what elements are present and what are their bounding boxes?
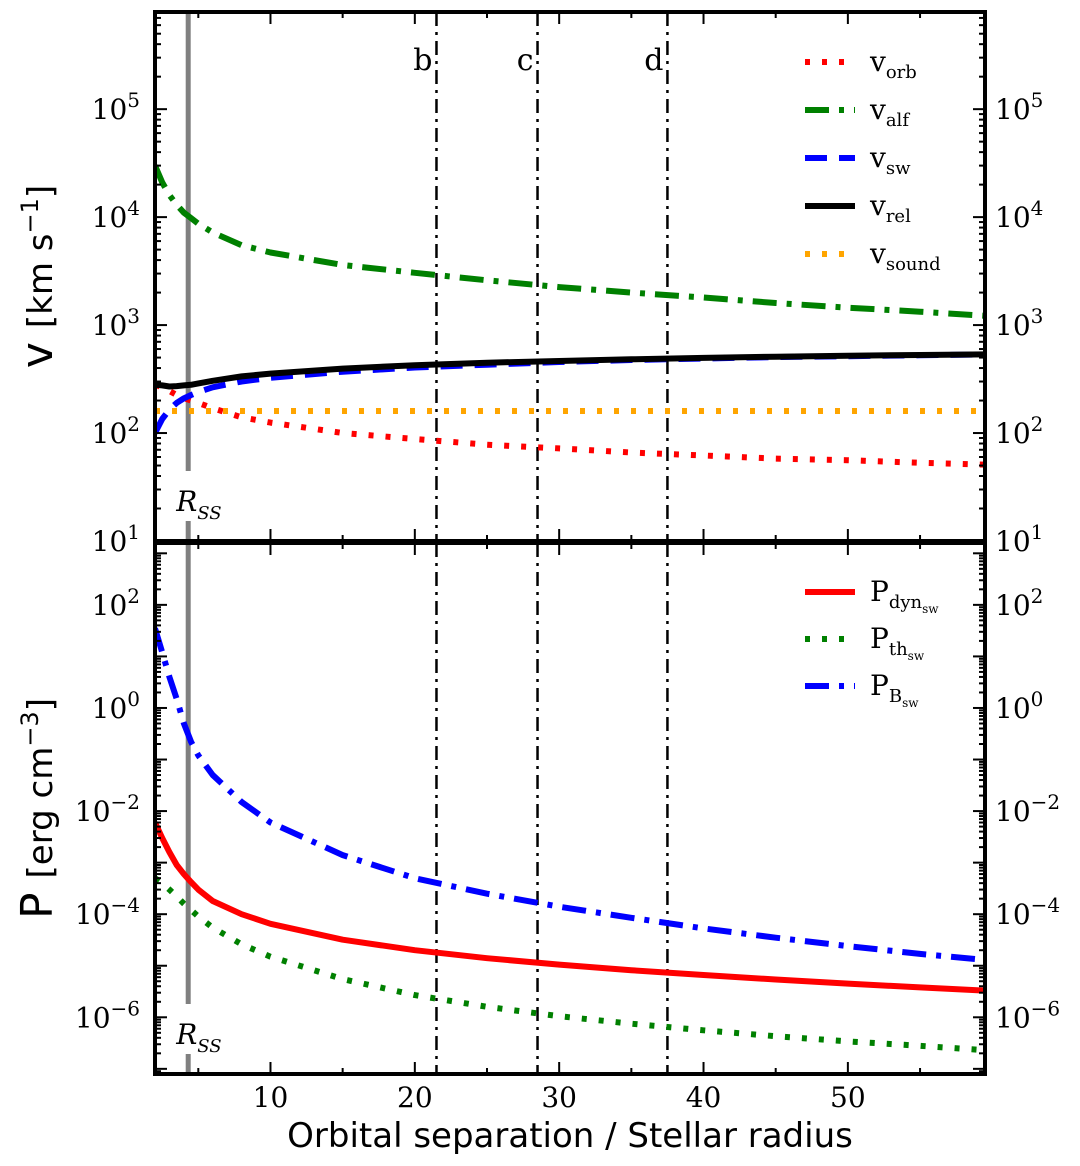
bottom-ytick-label-right: 102 xyxy=(995,584,1043,622)
legend-label-P_dyn: Pdynsw xyxy=(870,575,939,616)
separation-label-b: b xyxy=(413,43,432,78)
series-line-v_alf xyxy=(155,164,985,319)
xtick-label: 20 xyxy=(397,1081,433,1114)
series-line-v_sw xyxy=(155,351,985,435)
bottom-ytick-label-right: 100 xyxy=(995,687,1043,725)
rss-label: RSS xyxy=(175,1018,221,1057)
top-ytick-label-right: 104 xyxy=(995,196,1043,234)
xtick-label: 50 xyxy=(830,1081,866,1114)
top-ytick-label-right: 102 xyxy=(995,412,1043,450)
top-ytick-label-right: 101 xyxy=(995,520,1043,558)
top-panel-data: b c d RSS xyxy=(155,12,985,541)
bottom-ytick-label-right: 10−2 xyxy=(995,790,1060,828)
bottom-ytick-label-left: 10−2 xyxy=(75,790,140,828)
xtick-label: 40 xyxy=(686,1081,722,1114)
xtick-label: 10 xyxy=(253,1081,289,1114)
series-line-v_orb xyxy=(155,381,985,468)
legend-label-v_sound: vsound xyxy=(869,237,941,275)
bottom-y-axis-label: P [erg cm−3] xyxy=(12,698,63,919)
legend-label-P_th: Pthsw xyxy=(870,622,925,663)
legend-label-P_B: PBsw xyxy=(870,669,919,710)
series-line-v_rel xyxy=(155,351,985,390)
separation-label-c: c xyxy=(517,43,534,78)
top-ytick-label-right: 105 xyxy=(995,88,1043,126)
x-axis-label: Orbital separation / Stellar radius xyxy=(287,1116,853,1156)
legend-label-v_sw: vsw xyxy=(869,141,911,179)
bottom-panel-data: RSS xyxy=(155,543,985,1074)
top-ytick-label-left: 103 xyxy=(92,304,140,342)
top-ytick-label-right: 103 xyxy=(995,304,1043,342)
bottom-panel-frame xyxy=(153,541,987,1076)
top-ytick-label-left: 104 xyxy=(92,196,140,234)
bottom-ytick-label-left: 100 xyxy=(92,687,140,725)
legend-label-v_orb: vorb xyxy=(869,45,917,83)
top-ytick-label-left: 105 xyxy=(92,88,140,126)
legend-label-v_rel: vrel xyxy=(869,189,911,227)
xtick-label: 30 xyxy=(541,1081,577,1114)
bottom-ytick-label-left: 10−4 xyxy=(75,893,140,931)
top-panel-frame xyxy=(153,10,987,543)
bottom-ytick-label-right: 10−6 xyxy=(995,996,1060,1034)
separation-label-d: d xyxy=(644,43,663,78)
axes-overlay: 101 101 102 102 103 103 104 104 105 105 v [km s−1]… xyxy=(12,10,1060,1114)
series-line-P_dyn xyxy=(155,821,985,994)
top-y-axis-label: v [km s−1] xyxy=(12,185,63,368)
legend-label-v_alf: valf xyxy=(869,93,910,131)
bottom-ytick-label-left: 10−6 xyxy=(75,996,140,1034)
top-ytick-label-left: 102 xyxy=(92,412,140,450)
rss-label: RSS xyxy=(175,485,221,524)
bottom-ytick-label-right: 10−4 xyxy=(995,893,1060,931)
bottom-ytick-label-left: 102 xyxy=(92,584,140,622)
series-line-P_B xyxy=(155,627,985,963)
top-ytick-label-left: 101 xyxy=(92,520,140,558)
